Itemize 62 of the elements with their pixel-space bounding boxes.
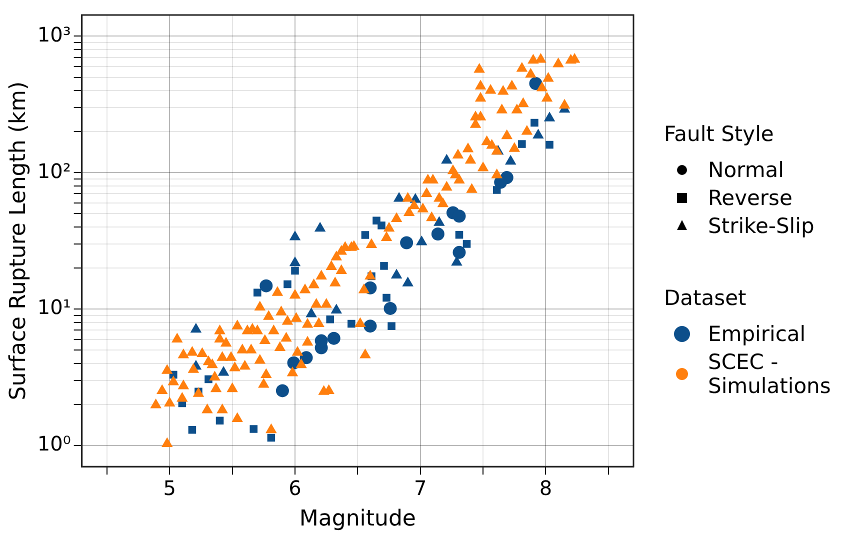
point (402, 276, 414, 286)
point (216, 416, 224, 425)
point (452, 210, 466, 223)
point (348, 320, 356, 328)
point (314, 222, 326, 232)
point (188, 426, 196, 434)
point (452, 246, 466, 259)
point (462, 240, 471, 248)
point (390, 268, 402, 278)
point (250, 425, 258, 433)
point (300, 351, 313, 364)
point (289, 230, 301, 240)
point (289, 256, 301, 266)
point (532, 128, 544, 138)
y-tick-label: 10² (37, 158, 71, 183)
point (284, 280, 292, 288)
point (254, 288, 262, 296)
point (260, 279, 273, 292)
x-axis-title: Magnitude (299, 506, 416, 532)
point (388, 322, 396, 330)
point (505, 154, 516, 165)
point (291, 266, 299, 275)
point (382, 294, 390, 302)
point (416, 236, 428, 246)
y-axis-title: Surface Rupture Length (km) (6, 81, 31, 400)
point (330, 304, 342, 314)
y-tick-label: 10⁰ (37, 432, 71, 456)
point (267, 434, 276, 442)
point (441, 154, 452, 164)
point (378, 222, 386, 230)
text: Strike-Slip (708, 214, 814, 238)
x-tick-label: 8 (539, 476, 552, 500)
legend-title: Fault Style (664, 122, 775, 146)
y-tick-label: 10³ (37, 22, 71, 46)
x-tick-label: 6 (288, 476, 302, 500)
legend-label: SCEC - Simulations (708, 350, 832, 398)
x-tick-label: 7 (414, 476, 427, 500)
point (544, 112, 556, 122)
point (190, 322, 202, 333)
point (431, 227, 444, 240)
point (546, 140, 554, 149)
text: Dataset (664, 286, 748, 310)
point (434, 216, 445, 226)
point (455, 230, 464, 239)
point (361, 231, 370, 239)
point (518, 140, 526, 148)
point (326, 315, 334, 324)
point (276, 384, 289, 398)
point (400, 236, 414, 250)
text: Reverse (708, 186, 792, 210)
text: Normal (708, 158, 784, 182)
point (218, 366, 230, 376)
point (380, 262, 388, 270)
point (384, 302, 397, 315)
y-tick-label: 10¹ (37, 295, 71, 320)
point (327, 332, 340, 345)
point (306, 307, 317, 318)
point (393, 192, 405, 202)
x-tick-label: 5 (163, 476, 176, 500)
point (530, 118, 538, 127)
text: Empirical (708, 322, 806, 346)
point (364, 320, 377, 333)
